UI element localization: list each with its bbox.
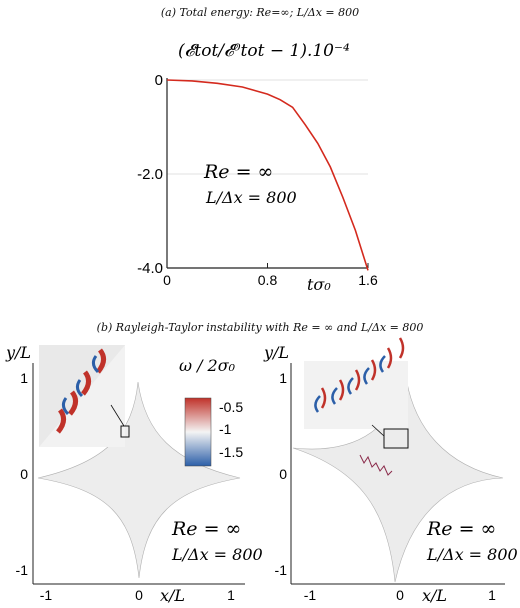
svg-text:y/L: y/L <box>263 343 289 362</box>
left-inset <box>39 345 125 447</box>
right-legend-resolution: L/Δx = 800 <box>426 545 518 564</box>
panel-a-caption: (a) Total energy: Re=∞; L/Δx = 800 <box>160 6 360 19</box>
svg-text:0: 0 <box>135 587 143 603</box>
y-tick-label: -2.0 <box>137 166 163 183</box>
legend-reynolds: Re = ∞ <box>203 161 273 183</box>
x-tick-label: 1.6 <box>358 272 378 288</box>
right-interface-shape <box>292 369 504 583</box>
svg-text:-1: -1 <box>16 562 29 578</box>
svg-text:0: 0 <box>20 466 28 482</box>
svg-text:1: 1 <box>488 587 496 603</box>
colorbar-tick-3: -1.5 <box>219 444 243 460</box>
left-legend-reynolds: Re = ∞ <box>171 518 241 540</box>
y-axis-label: (𝓔tot/𝓔⁰tot − 1).10⁻⁴ <box>178 41 350 61</box>
left-x-axis-label: x/L <box>160 586 185 605</box>
panel-b-caption: (b) Rayleigh-Taylor instability with Re … <box>96 321 424 334</box>
right-vorticity-field <box>290 337 505 585</box>
left-y-ticks: 1 0 -1 <box>16 370 29 578</box>
legend-resolution: L/Δx = 800 <box>205 188 297 207</box>
colorbar-title: ω / 2σ₀ <box>179 356 236 375</box>
svg-text:1: 1 <box>227 587 235 603</box>
energy-series-line <box>166 79 369 271</box>
svg-text:1: 1 <box>20 370 28 386</box>
y-axis-label-left: y/L <box>5 343 31 362</box>
left-vorticity-field <box>32 345 245 585</box>
x-axis-label: tσ₀ <box>307 275 331 294</box>
y-tick-label: 0 <box>155 72 163 89</box>
left-legend-resolution: L/Δx = 800 <box>171 545 263 564</box>
y-axis-label-right: y/L <box>263 343 289 362</box>
right-inset <box>304 337 408 429</box>
right-y-ticks: 1 0 -1 <box>275 370 288 578</box>
svg-text:-1: -1 <box>275 562 288 578</box>
right-x-axis-label: x/L <box>422 586 447 605</box>
colorbar-tick-1: -0.5 <box>219 399 243 415</box>
colorbar: ω / 2σ₀ -0.5 -1 -1.5 <box>179 356 243 467</box>
energy-chart: 0-2.0-4.00 0.8 1.6 (𝓔tot/𝓔⁰tot − 1).10⁻⁴ t… <box>137 41 378 294</box>
left-x-ticks: -1 0 1 <box>40 587 235 603</box>
svg-text:-1: -1 <box>40 587 53 603</box>
svg-text:y/L: y/L <box>5 343 31 362</box>
colorbar-tick-2: -1 <box>219 421 232 437</box>
x-tick-label: 0 <box>163 272 171 288</box>
svg-text:0: 0 <box>279 466 287 482</box>
svg-text:-1: -1 <box>304 587 317 603</box>
y-tick-label: -4.0 <box>137 260 163 277</box>
x-tick-label: 0.8 <box>258 272 278 288</box>
svg-text:1: 1 <box>279 370 287 386</box>
right-x-ticks: -1 0 1 <box>304 587 496 603</box>
right-legend-reynolds: Re = ∞ <box>426 518 496 540</box>
svg-text:0: 0 <box>396 587 404 603</box>
